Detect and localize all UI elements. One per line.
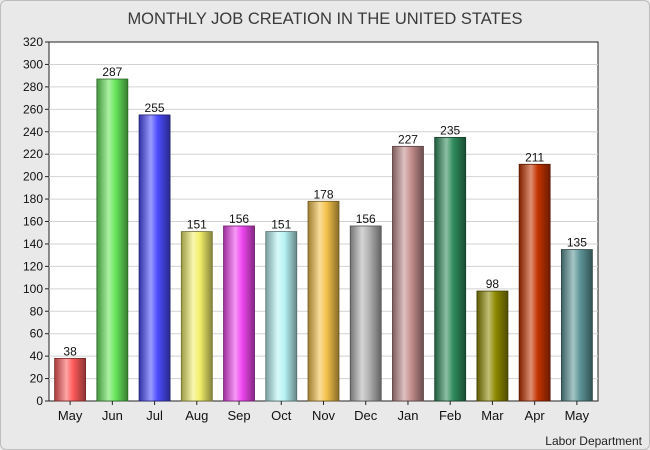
bar-oct-5	[265, 231, 298, 402]
data-label: 135	[567, 236, 587, 250]
y-tick-label: 300	[23, 57, 43, 71]
x-tick-label: Dec	[354, 408, 378, 423]
data-label: 178	[313, 187, 333, 201]
data-label: 287	[102, 65, 122, 79]
data-label: 98	[486, 277, 500, 291]
data-label: 255	[145, 101, 165, 115]
x-tick-label: Apr	[525, 408, 546, 423]
bars: 38 287 255 151 156 151 178 156 227 235 98 211 135	[54, 65, 593, 402]
x-tick-label: Oct	[271, 408, 292, 423]
data-label: 235	[440, 123, 460, 137]
y-tick-label: 120	[23, 259, 43, 273]
bar-apr-11	[518, 163, 551, 402]
y-tick-label: 320	[23, 35, 43, 49]
bar-sep-4	[223, 225, 255, 402]
data-label: 151	[271, 218, 291, 232]
y-tick-label: 140	[23, 237, 43, 251]
bar-mar-10	[476, 290, 509, 402]
y-tick-label: 260	[23, 102, 43, 116]
y-tick-label: 100	[23, 282, 43, 296]
x-tick-label: Jun	[102, 408, 123, 423]
x-tick-label: Nov	[312, 408, 336, 423]
bar-jan-8	[392, 145, 424, 402]
y-tick-label: 240	[23, 125, 43, 139]
x-tick-label: Aug	[185, 408, 208, 423]
data-label: 38	[63, 344, 77, 358]
data-label: 211	[525, 150, 544, 164]
y-tick-label: 60	[30, 327, 44, 341]
bar-aug-3	[180, 231, 213, 402]
y-axis: 0 20 40 60 80 100 120 140 160 180 200 220 240 260 280 3…	[23, 35, 49, 408]
bar-may-12	[560, 249, 593, 402]
y-tick-label: 0	[36, 394, 43, 408]
y-tick-label: 220	[23, 147, 43, 161]
y-tick-label: 40	[30, 349, 44, 363]
bar-may-0	[54, 357, 87, 402]
x-tick-label: Mar	[481, 408, 504, 423]
x-axis: May Jun Jul Aug Sep Oct Nov Dec Jan Feb Mar Apr May	[58, 401, 590, 423]
y-tick-label: 160	[23, 215, 43, 229]
y-tick-label: 180	[23, 192, 43, 206]
data-label: 151	[187, 218, 207, 232]
chart-title: MONTHLY JOB CREATION IN THE UNITED STATE…	[127, 10, 522, 28]
y-tick-label: 20	[30, 372, 44, 386]
y-tick-label: 280	[23, 80, 43, 94]
bar-jun-1	[96, 78, 129, 402]
bar-jul-2	[138, 114, 171, 402]
data-label: 156	[229, 212, 249, 226]
x-tick-label: May	[58, 408, 83, 423]
x-tick-label: May	[565, 408, 590, 423]
y-tick-label: 200	[23, 170, 43, 184]
x-tick-label: Jul	[146, 408, 163, 423]
bar-nov-6	[307, 200, 340, 402]
bar-feb-9	[434, 136, 467, 402]
data-label: 227	[398, 132, 418, 146]
source-label: Labor Department	[545, 434, 642, 448]
x-tick-label: Jan	[397, 408, 418, 423]
bar-dec-7	[349, 225, 382, 402]
data-label: 156	[356, 212, 376, 226]
x-tick-label: Feb	[439, 408, 461, 423]
y-tick-label: 80	[30, 304, 44, 318]
x-tick-label: Sep	[227, 408, 250, 423]
